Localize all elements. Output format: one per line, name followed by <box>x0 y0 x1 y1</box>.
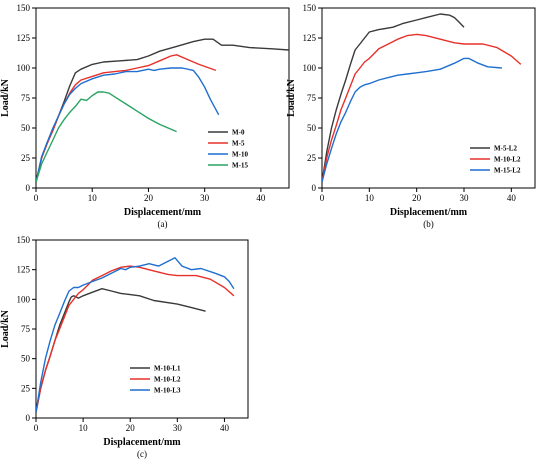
panel-b: 0 10 20 30 40 0 25 50 75 100 125 150 Displacement/mm… <box>286 3 536 229</box>
x-axis-label: Displacement/mm <box>103 437 181 448</box>
legend-label: M-15-L2 <box>494 167 521 175</box>
y-axis-label: Load/kN <box>286 78 297 117</box>
x-tick-label: 20 <box>126 423 136 433</box>
series-line-m-10-l2 <box>322 33 522 183</box>
x-tick-label: 0 <box>34 423 39 433</box>
legend-label: M-10-L2 <box>494 156 521 164</box>
y-tick-label: 50 <box>21 354 31 364</box>
y-tick-label: 100 <box>303 63 317 73</box>
series-line-m-10-l2 <box>36 265 235 413</box>
x-tick-label: 0 <box>34 193 39 203</box>
y-tick-label: 150 <box>17 3 31 13</box>
series-line-m-15 <box>36 91 177 183</box>
y-tick-label: 100 <box>17 294 31 304</box>
x-tick-label: 30 <box>460 193 470 203</box>
panel-caption: (c) <box>137 449 147 459</box>
y-tick-label: 0 <box>26 183 31 193</box>
series-line-m-10-l3 <box>36 257 235 413</box>
y-tick-label: 125 <box>17 265 31 275</box>
y-axis-label: Load/kN <box>0 309 11 348</box>
y-tick-label: 50 <box>21 123 31 133</box>
y-tick-label: 125 <box>17 33 31 43</box>
plot-frame <box>35 7 290 189</box>
legend-label: M-5 <box>232 140 245 148</box>
legend-label: M-10-L3 <box>154 387 181 395</box>
x-tick-label: 40 <box>220 423 230 433</box>
panel-caption: (a) <box>158 219 168 229</box>
x-tick-label: 20 <box>144 193 154 203</box>
y-tick-label: 75 <box>21 324 31 334</box>
legend-label: M-10-L2 <box>154 376 181 384</box>
legend-label: M-10 <box>232 151 248 159</box>
panel-c: 0 10 20 30 40 0 25 50 75 100 125 150 Displacement/mm… <box>0 235 249 459</box>
legend-label: M-10-L1 <box>154 365 181 373</box>
x-axis-label: Displacement/mm <box>390 207 468 218</box>
x-tick-label: 10 <box>79 423 89 433</box>
y-tick-label: 0 <box>26 413 31 423</box>
y-tick-label: 75 <box>21 93 31 103</box>
y-tick-label: 50 <box>307 123 317 133</box>
legend-label: M-5-L2 <box>494 145 517 153</box>
x-tick-label: 40 <box>507 193 517 203</box>
series-line-m-15-l2 <box>322 57 502 183</box>
y-tick-label: 150 <box>303 3 317 13</box>
x-tick-label: 10 <box>88 193 98 203</box>
plot-frame <box>35 239 249 419</box>
x-tick-label: 30 <box>200 193 210 203</box>
y-axis-label: Load/kN <box>0 78 11 117</box>
x-tick-label: 30 <box>173 423 183 433</box>
y-tick-label: 25 <box>307 153 317 163</box>
x-tick-label: 0 <box>320 193 325 203</box>
legend-label: M-0 <box>232 129 245 137</box>
x-tick-label: 20 <box>412 193 422 203</box>
y-tick-label: 75 <box>307 93 317 103</box>
y-tick-label: 25 <box>21 153 31 163</box>
x-axis-label: Displacement/mm <box>124 207 202 218</box>
y-tick-label: 25 <box>21 383 31 393</box>
x-tick-label: 10 <box>365 193 375 203</box>
panel-a: 0 10 20 30 40 0 25 50 75 100 125 150 Displacement/mm… <box>0 3 290 229</box>
series-line-m-10 <box>36 67 220 183</box>
panel-caption: (b) <box>423 219 434 229</box>
y-tick-label: 150 <box>17 235 31 245</box>
series-line-m-0 <box>36 38 289 183</box>
y-tick-label: 125 <box>303 33 317 43</box>
y-tick-label: 100 <box>17 63 31 73</box>
y-tick-label: 0 <box>312 183 317 193</box>
series-line-m-5 <box>36 54 217 183</box>
x-tick-label: 40 <box>256 193 266 203</box>
series-line-m-5-l2 <box>322 13 465 183</box>
legend-label: M-15 <box>232 162 248 170</box>
